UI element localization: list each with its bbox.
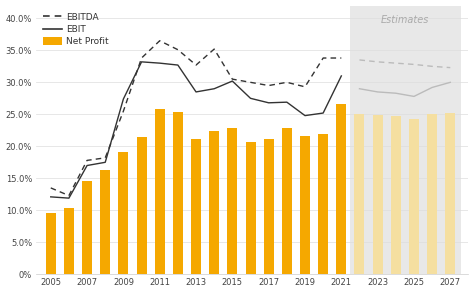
Legend: EBITDA, EBIT, Net Profit: EBITDA, EBIT, Net Profit <box>41 10 111 49</box>
Bar <box>300 136 310 274</box>
Bar <box>155 109 164 274</box>
Bar <box>350 6 461 274</box>
Bar <box>228 128 237 274</box>
Bar <box>46 214 56 274</box>
Bar <box>373 115 383 274</box>
Bar <box>318 134 328 274</box>
Bar <box>137 137 146 274</box>
Bar <box>191 139 201 274</box>
Bar <box>209 131 219 274</box>
Bar <box>427 114 437 274</box>
Bar <box>355 114 365 274</box>
Bar <box>337 104 346 274</box>
Bar <box>409 119 419 274</box>
Bar <box>173 112 183 274</box>
Bar <box>445 113 456 274</box>
Bar <box>246 142 255 274</box>
Text: Estimates: Estimates <box>381 15 429 25</box>
Bar <box>64 208 74 274</box>
Bar <box>100 170 110 274</box>
Bar <box>82 181 92 274</box>
Bar <box>118 152 128 274</box>
Bar <box>391 116 401 274</box>
Bar <box>264 139 273 274</box>
Bar <box>282 128 292 274</box>
